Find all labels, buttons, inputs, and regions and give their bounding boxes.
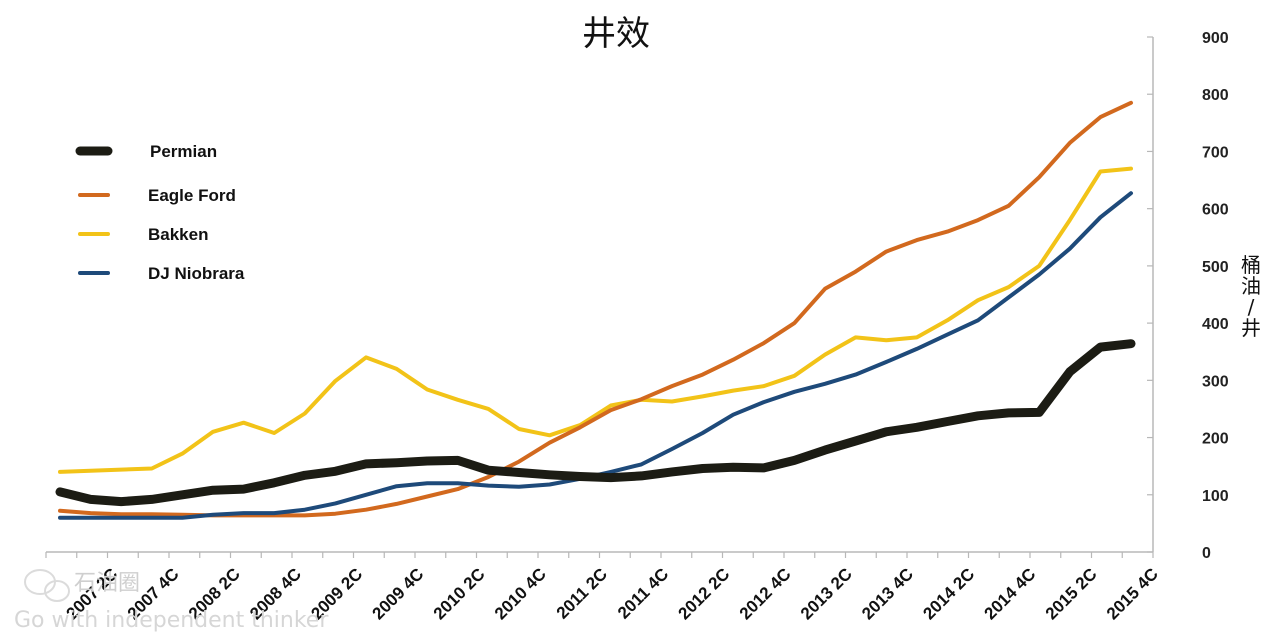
y-tick-label: 0 [1202,545,1211,562]
wechat-logo-icon [24,569,70,602]
x-tick-label: 2012 2C [675,564,734,623]
y-tick-label: 500 [1202,259,1229,276]
x-tick-label: 2013 4C [858,564,917,623]
x-tick-label: 2013 2C [797,564,856,623]
series-line-permian [55,339,1136,507]
chart-title: 井效 [582,14,650,54]
y-axis-label: 桶油/井 [1241,253,1261,340]
series-line-dj-niobrara [58,191,1133,520]
x-tick-label: 2010 4C [491,564,550,623]
y-tick-label: 900 [1202,30,1229,47]
watermark-name: 石油圈 [74,571,140,596]
legend-label: Eagle Ford [148,186,236,205]
x-tick-label: 2014 2C [919,564,978,623]
legend-item-bakken: Bakken [78,225,208,244]
x-tick-label: 2010 2C [430,564,489,623]
legend-label: Permian [150,142,217,161]
x-tick-label: 2011 2C [553,564,611,622]
x-tick-label: 2015 4C [1103,564,1162,623]
y-tick-label: 100 [1202,488,1229,505]
series-line-bakken [58,166,1133,474]
series-lines [55,100,1136,520]
x-tick-marks [45,552,1154,558]
y-tick-labels: 0 100 200 300 400 500 600 700 800 900 [1202,30,1229,562]
y-tick-label: 700 [1202,144,1229,161]
legend-label: DJ Niobrara [148,264,245,283]
x-tick-label: 2009 4C [369,564,428,623]
x-tick-label: 2015 2C [1042,564,1101,623]
watermark: 石油圈 Go with independent thinker [14,569,329,633]
y-tick-label: 600 [1202,202,1229,219]
watermark-tagline: Go with independent thinker [14,608,329,633]
x-tick-label: 2011 4C [614,564,672,622]
legend-item-eagle-ford: Eagle Ford [78,186,236,205]
legend: Permian Eagle Ford Bakken DJ Niobrara [75,142,245,283]
x-tick-label: 2012 4C [736,564,795,623]
legend-item-dj-niobrara: DJ Niobrara [78,264,245,283]
y-tick-label: 300 [1202,373,1229,390]
y-tick-label: 200 [1202,431,1229,448]
series-line-eagle-ford [58,100,1133,518]
y-tick-label: 400 [1202,316,1229,333]
y-tick-marks [1147,36,1153,553]
y-tick-label: 800 [1202,87,1229,104]
legend-label: Bakken [148,225,208,244]
x-tick-label: 2014 4C [981,564,1040,623]
legend-item-permian: Permian [75,142,217,161]
